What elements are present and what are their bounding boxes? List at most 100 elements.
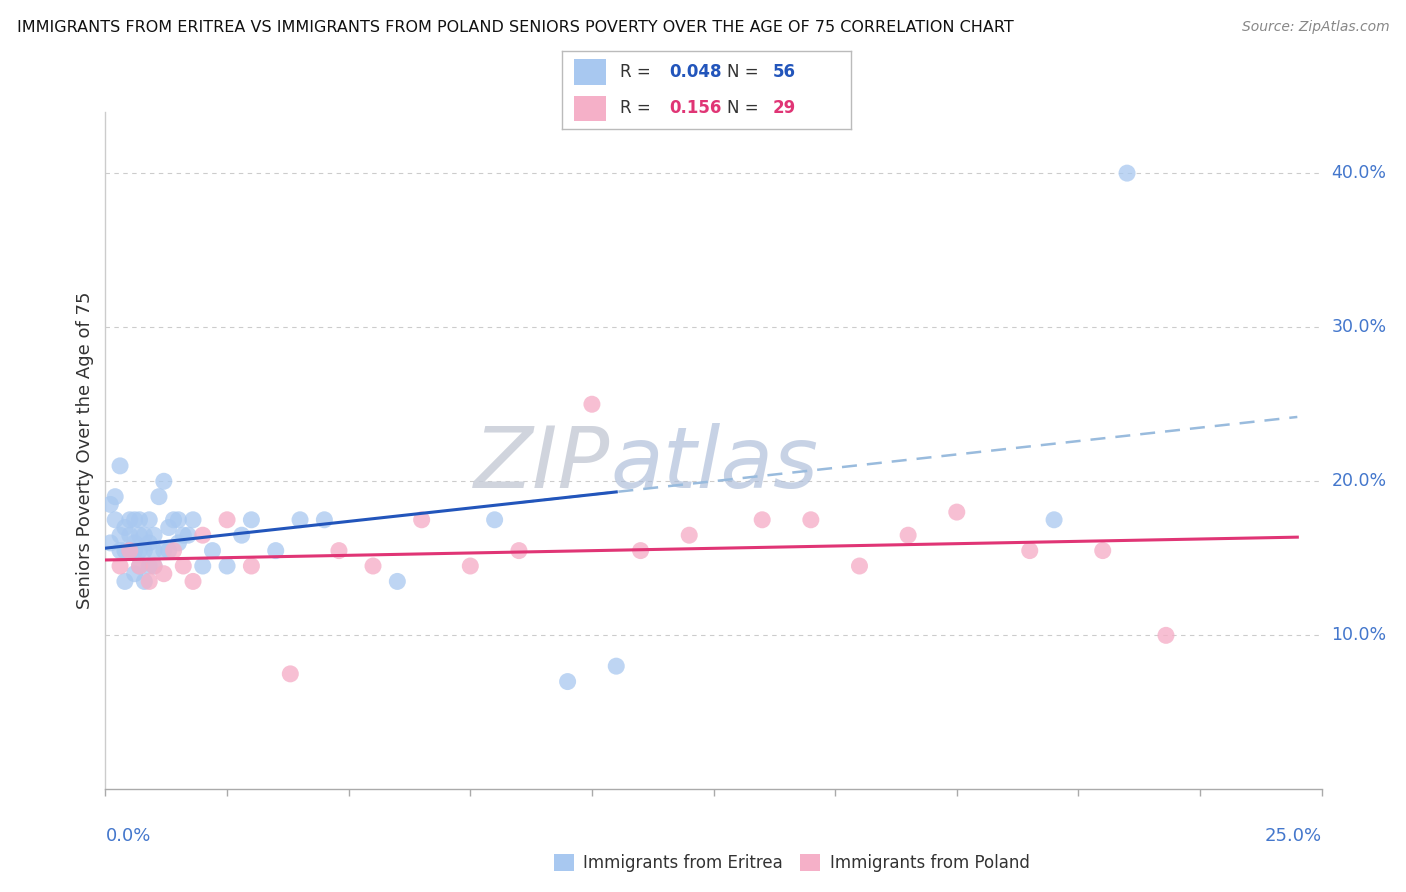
Point — [108, 559, 131, 574]
Point — [1116, 166, 1139, 180]
Text: 30.0%: 30.0% — [1331, 318, 1386, 336]
Point — [128, 513, 150, 527]
Point — [1154, 628, 1177, 642]
Point — [157, 543, 180, 558]
Point — [104, 490, 127, 504]
Point — [138, 513, 160, 527]
Point — [411, 513, 433, 527]
Point — [108, 528, 131, 542]
Point — [118, 528, 141, 542]
Point — [124, 543, 146, 558]
Text: 20.0%: 20.0% — [1331, 472, 1386, 491]
Point — [108, 543, 131, 558]
Point — [458, 559, 481, 574]
Text: 25.0%: 25.0% — [1264, 827, 1322, 845]
Point — [153, 543, 176, 558]
Text: N =: N = — [727, 99, 763, 117]
Point — [124, 566, 146, 581]
Point — [134, 543, 156, 558]
Point — [114, 543, 136, 558]
Point — [361, 559, 384, 574]
Point — [162, 513, 184, 527]
Point — [157, 520, 180, 534]
Y-axis label: Seniors Poverty Over the Age of 75: Seniors Poverty Over the Age of 75 — [76, 292, 94, 609]
Text: 40.0%: 40.0% — [1331, 164, 1386, 182]
Point — [162, 543, 184, 558]
Point — [128, 559, 150, 574]
Point — [800, 513, 823, 527]
Point — [143, 543, 166, 558]
Point — [231, 528, 253, 542]
Point — [143, 528, 166, 542]
Point — [191, 559, 214, 574]
FancyBboxPatch shape — [574, 95, 606, 121]
Point — [897, 528, 920, 542]
Point — [240, 513, 263, 527]
Point — [328, 543, 350, 558]
Text: Immigrants from Eritrea: Immigrants from Eritrea — [583, 854, 783, 871]
Point — [128, 528, 150, 542]
Point — [134, 528, 156, 542]
FancyBboxPatch shape — [554, 854, 574, 871]
Point — [945, 505, 967, 519]
Point — [240, 559, 263, 574]
Point — [508, 543, 530, 558]
Point — [172, 559, 194, 574]
Point — [678, 528, 700, 542]
Point — [153, 566, 176, 581]
Point — [128, 559, 150, 574]
Text: Source: ZipAtlas.com: Source: ZipAtlas.com — [1241, 20, 1389, 34]
Point — [387, 574, 409, 589]
Point — [848, 559, 870, 574]
Point — [217, 559, 239, 574]
Text: N =: N = — [727, 62, 763, 80]
Point — [1018, 543, 1040, 558]
Point — [114, 520, 136, 534]
Text: 0.156: 0.156 — [669, 99, 721, 117]
Point — [201, 543, 224, 558]
Point — [181, 574, 204, 589]
Point — [128, 543, 150, 558]
Point — [172, 528, 194, 542]
Point — [1091, 543, 1114, 558]
Point — [181, 513, 204, 527]
Point — [98, 497, 121, 511]
Point — [217, 513, 239, 527]
Point — [118, 543, 141, 558]
Point — [118, 543, 141, 558]
Text: R =: R = — [620, 62, 657, 80]
Point — [557, 674, 579, 689]
Point — [98, 536, 121, 550]
Point — [1043, 513, 1066, 527]
Text: 0.0%: 0.0% — [105, 827, 150, 845]
Point — [581, 397, 603, 411]
Point — [278, 666, 301, 681]
Text: ZIP: ZIP — [474, 423, 610, 506]
Point — [314, 513, 336, 527]
Point — [751, 513, 773, 527]
Point — [114, 574, 136, 589]
Point — [191, 528, 214, 542]
Text: IMMIGRANTS FROM ERITREA VS IMMIGRANTS FROM POLAND SENIORS POVERTY OVER THE AGE O: IMMIGRANTS FROM ERITREA VS IMMIGRANTS FR… — [17, 20, 1014, 35]
Point — [143, 559, 166, 574]
Point — [118, 543, 141, 558]
Point — [288, 513, 311, 527]
Point — [630, 543, 652, 558]
Point — [108, 458, 131, 473]
FancyBboxPatch shape — [574, 59, 606, 85]
Point — [177, 528, 200, 542]
Text: 10.0%: 10.0% — [1331, 626, 1386, 644]
Point — [264, 543, 287, 558]
Point — [484, 513, 506, 527]
Point — [605, 659, 627, 673]
Text: Immigrants from Poland: Immigrants from Poland — [830, 854, 1029, 871]
Point — [153, 475, 176, 489]
Point — [167, 513, 190, 527]
FancyBboxPatch shape — [800, 854, 820, 871]
Text: atlas: atlas — [610, 423, 818, 506]
Point — [167, 536, 190, 550]
Text: R =: R = — [620, 99, 657, 117]
Point — [124, 536, 146, 550]
Point — [138, 559, 160, 574]
Point — [138, 574, 160, 589]
